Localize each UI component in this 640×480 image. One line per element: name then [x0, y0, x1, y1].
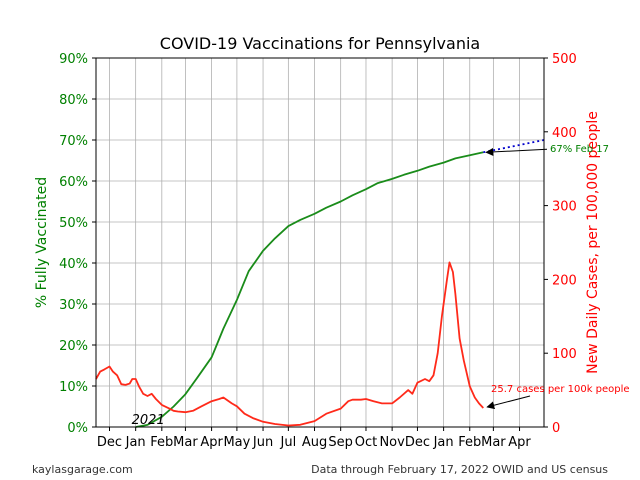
- footer-source-site: kaylasgarage.com: [32, 463, 133, 476]
- right-tick-label: 100: [552, 347, 577, 362]
- left-tick-label: 80%: [59, 93, 88, 108]
- x-tick-label: Nov: [379, 435, 405, 450]
- x-tick-label: Jan: [125, 435, 146, 450]
- left-axis-label: % Fully Vaccinated: [34, 177, 50, 308]
- x-tick-label: Feb: [458, 435, 481, 450]
- left-tick-label: 40%: [59, 257, 88, 272]
- x-tick-label: Jul: [280, 435, 297, 450]
- vaccination-annotation-arrow: [485, 147, 548, 156]
- left-tick-label: 70%: [59, 134, 88, 149]
- x-tick-label: Apr: [200, 435, 223, 450]
- plot-frame: [95, 57, 545, 428]
- cases-annotation: 25.7 cases per 100k people: [491, 384, 630, 395]
- annotation-layer: 67% Feb 17 25.7 cases per 100k people: [485, 144, 630, 410]
- vaccination-line: [135, 151, 484, 428]
- right-tick-label: 200: [552, 273, 577, 288]
- right-tick-label: 0: [552, 421, 560, 436]
- vaccination-annotation: 67% Feb 17: [550, 144, 609, 155]
- left-tick-label: 30%: [59, 298, 88, 313]
- x-tick-label: Mar: [481, 435, 506, 450]
- right-tick-label: 400: [552, 126, 577, 141]
- x-tick-label: Sep: [328, 435, 353, 450]
- x-tick-label: Aug: [302, 435, 327, 450]
- cases-annotation-arrow: [486, 395, 531, 410]
- left-tick-label: 10%: [59, 380, 88, 395]
- x-tick-label: Jan: [433, 435, 454, 450]
- x-tick-label: Feb: [150, 435, 173, 450]
- daily-cases-line: [95, 261, 484, 427]
- right-axis-label: New Daily Cases, per 100,000 people: [585, 111, 601, 374]
- series-layer: [95, 139, 545, 428]
- left-tick-label: 90%: [59, 52, 88, 67]
- x-tick-label: Jun: [252, 435, 273, 450]
- x-tick-label: Dec: [97, 435, 122, 450]
- right-tick-label: 300: [552, 200, 577, 215]
- x-tick-label: Mar: [173, 435, 198, 450]
- x-tick-label: Apr: [508, 435, 531, 450]
- year-label: 2021: [132, 413, 165, 428]
- left-tick-label: 0%: [67, 421, 88, 436]
- axes-layer: 0% 10% 20% 30% 40% 50% 60% 70% 80% 90% % Fully Vac…: [34, 52, 601, 450]
- grid-layer: [96, 57, 544, 428]
- chart-title: COVID-19 Vaccinations for Pennsylvania: [160, 34, 480, 53]
- x-tick-label: May: [223, 435, 250, 450]
- x-tick-label: Dec: [405, 435, 430, 450]
- left-tick-label: 20%: [59, 339, 88, 354]
- footer-data-note: Data through February 17, 2022 OWID and …: [311, 463, 608, 476]
- x-tick-label: Oct: [355, 435, 377, 450]
- right-tick-label: 500: [552, 52, 577, 67]
- left-tick-label: 60%: [59, 175, 88, 190]
- left-tick-label: 50%: [59, 216, 88, 231]
